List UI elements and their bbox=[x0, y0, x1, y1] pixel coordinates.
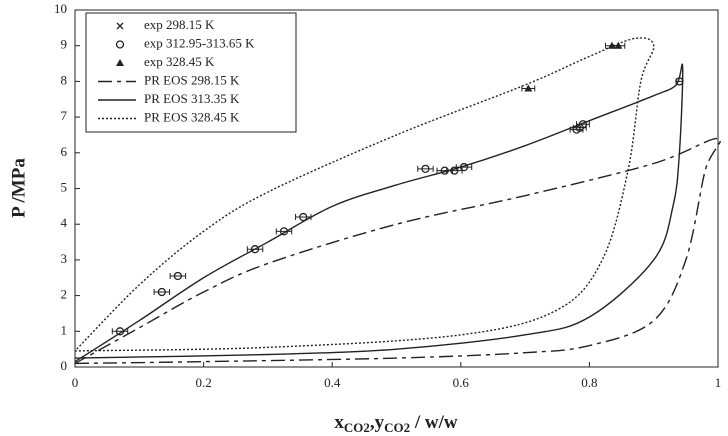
x-tick-label: 0.4 bbox=[324, 375, 341, 390]
legend-label: exp 312.95-313.65 K bbox=[144, 35, 255, 50]
error-bar bbox=[111, 328, 129, 335]
x-title-part: ,y bbox=[370, 412, 385, 433]
y-tick-label: 6 bbox=[61, 144, 68, 159]
x-tick-label: 0 bbox=[72, 375, 79, 390]
x-tick-label: 0.8 bbox=[581, 375, 597, 390]
error-bar bbox=[153, 289, 171, 296]
legend-label: exp 298.15 K bbox=[144, 17, 215, 32]
marker bbox=[524, 84, 533, 92]
y-tick-label: 7 bbox=[61, 108, 68, 123]
marker bbox=[116, 59, 124, 66]
curve bbox=[74, 37, 655, 352]
y-tick-label: 5 bbox=[61, 179, 68, 194]
marker bbox=[299, 212, 308, 222]
y-axis-title: P /MPa bbox=[8, 158, 29, 218]
legend-label: PR EOS 298.15 K bbox=[144, 72, 240, 87]
y-tick-label: 2 bbox=[61, 287, 68, 302]
marker bbox=[157, 287, 166, 297]
y-tick-label: 1 bbox=[61, 322, 68, 337]
y-tick-label: 10 bbox=[54, 1, 67, 16]
x-title-sub: CO2 bbox=[344, 420, 370, 435]
curve bbox=[74, 63, 684, 363]
y-tick-label: 0 bbox=[61, 358, 68, 373]
error-bar bbox=[417, 165, 434, 172]
marker bbox=[115, 40, 125, 49]
y-tick-label: 8 bbox=[61, 72, 68, 87]
marker bbox=[421, 164, 430, 174]
x-tick-label: 0.2 bbox=[195, 375, 211, 390]
legend-box bbox=[85, 12, 297, 133]
y-tick-label: 9 bbox=[61, 37, 68, 52]
legend-label: exp 328.45 K bbox=[144, 54, 215, 69]
y-tick-label: 3 bbox=[61, 251, 68, 266]
x-title-part: x bbox=[334, 412, 344, 433]
legend-label: PR EOS 313.35 K bbox=[144, 91, 240, 106]
marker bbox=[116, 22, 124, 30]
marker bbox=[173, 271, 183, 281]
x-title-sub: CO2 bbox=[384, 420, 410, 435]
x-tick-label: 1 bbox=[715, 375, 722, 390]
marker bbox=[614, 41, 623, 49]
error-bar bbox=[275, 228, 293, 235]
y-tick-label: 4 bbox=[61, 215, 68, 230]
legend-label: PR EOS 328.45 K bbox=[144, 109, 240, 124]
x-title-part: / w/w bbox=[410, 412, 458, 433]
marker bbox=[250, 245, 260, 254]
curve bbox=[74, 137, 722, 365]
error-bar bbox=[169, 272, 187, 279]
x-axis-title: xCO2,yCO2 / w/w bbox=[334, 412, 458, 435]
x-tick-label: 0.6 bbox=[453, 375, 470, 390]
